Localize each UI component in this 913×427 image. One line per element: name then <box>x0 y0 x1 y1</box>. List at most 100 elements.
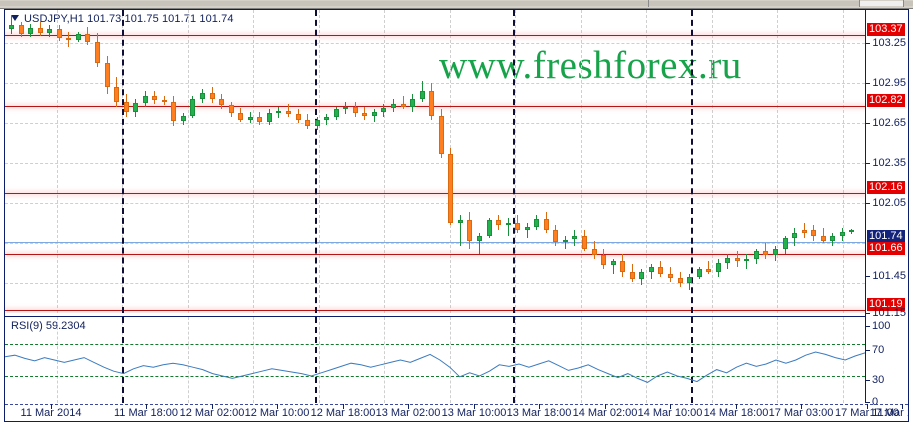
candle-body[interactable] <box>324 117 329 120</box>
level-price-tag[interactable]: 102.16 <box>867 181 905 194</box>
candle-body[interactable] <box>630 271 635 280</box>
horizontal-level-line[interactable] <box>5 106 865 107</box>
level-price-tag[interactable]: 103.37 <box>867 23 905 36</box>
time-axis[interactable]: 11 Mar 2014 11 Mar 18:00 12 Mar 02:00 12 Ma… <box>5 404 908 421</box>
candle-body[interactable] <box>420 91 425 99</box>
candle-body[interactable] <box>85 34 90 43</box>
candle-body[interactable] <box>697 269 702 277</box>
candle-body[interactable] <box>572 235 577 240</box>
candle-body[interactable] <box>9 25 14 30</box>
candle-body[interactable] <box>735 257 740 262</box>
candle-body[interactable] <box>811 230 816 236</box>
candle-body[interactable] <box>19 25 24 35</box>
horizontal-level-line[interactable] <box>5 193 865 194</box>
candle-body[interactable] <box>152 96 157 101</box>
candle-body[interactable] <box>267 113 272 123</box>
candle-body[interactable] <box>334 109 339 117</box>
candle-body[interactable] <box>238 113 243 120</box>
candle-body[interactable] <box>219 98 224 106</box>
candle-body[interactable] <box>401 104 406 107</box>
candle-body[interactable] <box>639 271 644 280</box>
candle-body[interactable] <box>181 115 186 121</box>
candle-body[interactable] <box>706 269 711 272</box>
candle-body[interactable] <box>448 154 453 223</box>
candle-body[interactable] <box>563 239 568 243</box>
candle-body[interactable] <box>725 257 730 263</box>
candle-body[interactable] <box>830 235 835 241</box>
candle-body[interactable] <box>248 117 253 120</box>
candle-body[interactable] <box>754 251 759 259</box>
candle-body[interactable] <box>95 42 100 63</box>
horizontal-level-line[interactable] <box>5 254 865 255</box>
candle-body[interactable] <box>802 230 807 234</box>
horizontal-level-line[interactable] <box>5 310 865 311</box>
candle-body[interactable] <box>668 274 673 279</box>
candle-body[interactable] <box>649 266 654 272</box>
current-price-tag[interactable]: 101.74 <box>867 230 905 243</box>
price-axis[interactable]: 103.37 103.25 102.95 102.82 102.65 102.35 102.… <box>865 10 908 408</box>
candle-body[interactable] <box>611 261 616 266</box>
candle-body[interactable] <box>544 218 549 231</box>
candle-body[interactable] <box>315 119 320 127</box>
candle-body[interactable] <box>458 220 463 223</box>
candle-body[interactable] <box>601 254 606 266</box>
candle-body[interactable] <box>439 115 444 155</box>
candle-body[interactable] <box>305 119 310 127</box>
candle-body[interactable] <box>515 222 520 231</box>
level-price-tag[interactable]: 101.66 <box>867 242 905 255</box>
candle-body[interactable] <box>582 235 587 249</box>
candle-body[interactable] <box>783 238 788 249</box>
candle-body[interactable] <box>143 96 148 103</box>
candle-body[interactable] <box>362 113 367 116</box>
candle-body[interactable] <box>678 278 683 284</box>
candle-body[interactable] <box>763 251 768 255</box>
candle-body[interactable] <box>487 220 492 236</box>
candle-body[interactable] <box>66 38 71 41</box>
horizontal-level-line[interactable] <box>5 35 865 36</box>
candle-body[interactable] <box>28 28 33 35</box>
candle-body[interactable] <box>229 105 234 114</box>
candle-body[interactable] <box>687 276 692 284</box>
candle-body[interactable] <box>372 111 377 116</box>
candle-body[interactable] <box>821 235 826 241</box>
scrollbar-track[interactable] <box>0 1 913 6</box>
candle-body[interactable] <box>534 218 539 227</box>
candle-body[interactable] <box>410 98 415 107</box>
candle-body[interactable] <box>840 231 845 236</box>
candle-body[interactable] <box>296 114 301 120</box>
candle-body[interactable] <box>391 104 396 108</box>
candle-body[interactable] <box>553 230 558 243</box>
candle-body[interactable] <box>162 100 167 103</box>
candle-body[interactable] <box>38 28 43 34</box>
candle-body[interactable] <box>744 258 749 262</box>
candle-body[interactable] <box>190 98 195 116</box>
rsi-pane[interactable]: RSI(9) 59.2304 <box>5 316 865 404</box>
candle-body[interactable] <box>792 233 797 239</box>
horizontal-scrollbar[interactable] <box>0 0 913 9</box>
candle-body[interactable] <box>124 101 129 112</box>
candle-body[interactable] <box>429 91 434 116</box>
candle-body[interactable] <box>105 62 110 88</box>
candle-body[interactable] <box>353 106 358 114</box>
candle-body[interactable] <box>200 92 205 99</box>
candle-body[interactable] <box>286 110 291 115</box>
candle-body[interactable] <box>343 106 348 110</box>
candle-body[interactable] <box>171 101 176 121</box>
candle-body[interactable] <box>133 102 138 112</box>
candle-body[interactable] <box>496 220 501 226</box>
candle-body[interactable] <box>257 117 262 123</box>
level-price-tag[interactable]: 101.19 <box>867 298 905 311</box>
candle-body[interactable] <box>467 220 472 241</box>
candle-body[interactable] <box>506 222 511 226</box>
candle-body[interactable] <box>716 262 721 272</box>
candle-body[interactable] <box>210 92 215 99</box>
price-pane[interactable]: www.freshforex.ru USDJPY,H1 101.73 101.7… <box>5 10 865 313</box>
candle-body[interactable] <box>620 261 625 272</box>
candle-body[interactable] <box>592 248 597 255</box>
candle-body[interactable] <box>381 107 386 112</box>
candle-body[interactable] <box>57 29 62 39</box>
chevron-down-icon[interactable] <box>11 15 19 21</box>
candle-body[interactable] <box>114 87 119 102</box>
candle-body[interactable] <box>47 29 52 34</box>
candle-body[interactable] <box>525 226 530 231</box>
